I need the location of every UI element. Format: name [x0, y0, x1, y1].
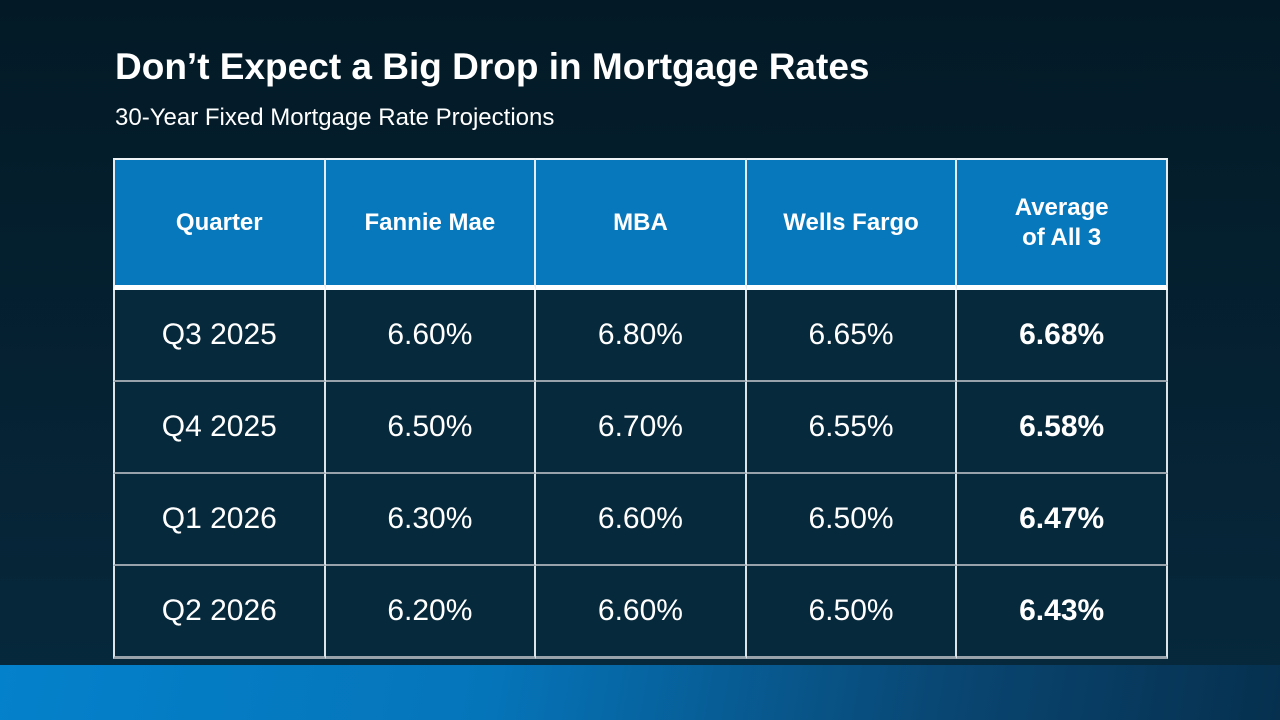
cell-fannie-mae: 6.50%	[325, 382, 537, 474]
cell-fannie-mae: 6.60%	[325, 290, 537, 382]
cell-wells-fargo: 6.50%	[746, 566, 958, 659]
column-header-mba: MBA	[536, 158, 747, 290]
cell-average: 6.43%	[957, 566, 1168, 659]
table-row-q2-2026: Q2 2026 6.20% 6.60% 6.50% 6.43%	[113, 566, 1168, 659]
cell-wells-fargo: 6.55%	[746, 382, 958, 474]
column-header-fannie-mae: Fannie Mae	[325, 158, 537, 290]
cell-quarter: Q2 2026	[113, 566, 326, 659]
table-row-q1-2026: Q1 2026 6.30% 6.60% 6.50% 6.47%	[113, 474, 1168, 566]
cell-average: 6.47%	[957, 474, 1168, 566]
column-header-quarter: Quarter	[113, 158, 326, 290]
mortgage-rate-projections-table: Quarter Fannie Mae MBA Wells Fargo Avera…	[113, 158, 1168, 659]
column-header-average: Average of All 3	[957, 158, 1168, 290]
cell-mba: 6.70%	[536, 382, 747, 474]
table-row-q4-2025: Q4 2025 6.50% 6.70% 6.55% 6.58%	[113, 382, 1168, 474]
cell-mba: 6.60%	[536, 566, 747, 659]
table-row-q3-2025: Q3 2025 6.60% 6.80% 6.65% 6.68%	[113, 290, 1168, 382]
column-header-wells-fargo: Wells Fargo	[746, 158, 958, 290]
cell-fannie-mae: 6.30%	[325, 474, 537, 566]
cell-average: 6.58%	[957, 382, 1168, 474]
cell-mba: 6.60%	[536, 474, 747, 566]
cell-wells-fargo: 6.50%	[746, 474, 958, 566]
cell-fannie-mae: 6.20%	[325, 566, 537, 659]
bottom-accent-bar	[0, 665, 1280, 720]
slide-subtitle: 30-Year Fixed Mortgage Rate Projections	[115, 104, 555, 131]
cell-mba: 6.80%	[536, 290, 747, 382]
table-header-row: Quarter Fannie Mae MBA Wells Fargo Avera…	[113, 158, 1168, 290]
slide-title: Don’t Expect a Big Drop in Mortgage Rate…	[115, 46, 870, 87]
cell-average: 6.68%	[957, 290, 1168, 382]
cell-quarter: Q3 2025	[113, 290, 326, 382]
cell-wells-fargo: 6.65%	[746, 290, 958, 382]
cell-quarter: Q1 2026	[113, 474, 326, 566]
cell-quarter: Q4 2025	[113, 382, 326, 474]
